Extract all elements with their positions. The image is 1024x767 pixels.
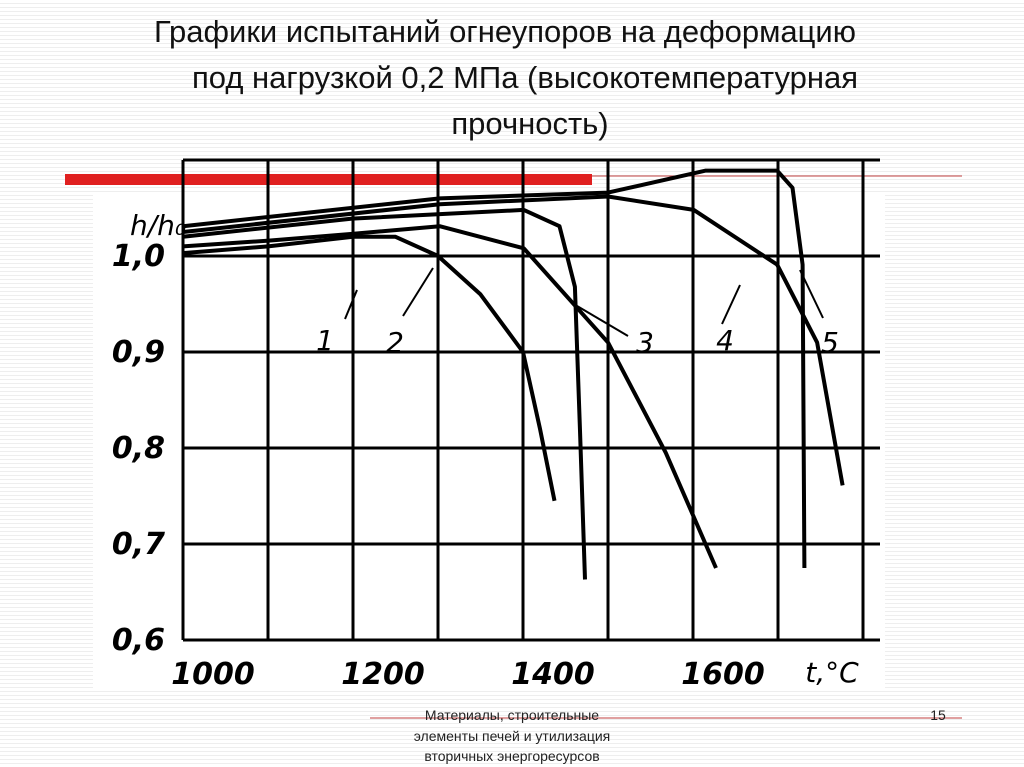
curve: [182, 234, 557, 502]
leader: [721, 284, 741, 325]
curve: [182, 168, 807, 569]
curve-label: 2: [386, 326, 404, 359]
leader: [799, 269, 824, 319]
curve: [182, 207, 587, 580]
title-line: прочность): [451, 106, 608, 141]
curve: [182, 224, 718, 569]
title-line: Графики испытаний огнеупоров на деформац…: [154, 14, 856, 49]
footer: элементы печей и утилизация: [414, 728, 611, 744]
y-tick-label: 0,8: [112, 431, 165, 466]
footer: вторичных энергоресурсов: [424, 748, 599, 764]
y-axis-label: h/h₀: [130, 209, 186, 242]
footer: Материалы, строительные: [425, 707, 599, 723]
x-axis-label: t,°C: [805, 656, 859, 689]
x-tick-label: 1400: [511, 657, 595, 692]
page-number: 15: [930, 707, 946, 723]
curve-label: 4: [716, 324, 734, 357]
plot: 0,6 0,7 0,8 0,9 1,0 1000 1200 1400 1600: [112, 158, 880, 692]
x-tick-label: 1200: [341, 657, 425, 692]
chart-background: [93, 195, 885, 688]
curve-label: 5: [821, 326, 839, 359]
accent-bar: [65, 174, 592, 185]
x-tick-label: 1600: [681, 657, 765, 692]
y-tick-label: 0,6: [112, 623, 165, 658]
y-tick-label: 1,0: [112, 239, 165, 274]
curve-label: 1: [316, 324, 334, 357]
x-tick-label: 1000: [171, 657, 255, 692]
y-tick-label: 0,9: [112, 335, 165, 370]
curve-label: 3: [636, 326, 654, 359]
title-line: под нагрузкой 0,2 МПа (высокотемпературн…: [192, 60, 858, 95]
curve: [182, 194, 845, 486]
leader: [402, 267, 434, 317]
y-tick-label: 0,7: [112, 527, 165, 562]
leader: [571, 302, 629, 337]
leader: [344, 289, 358, 320]
